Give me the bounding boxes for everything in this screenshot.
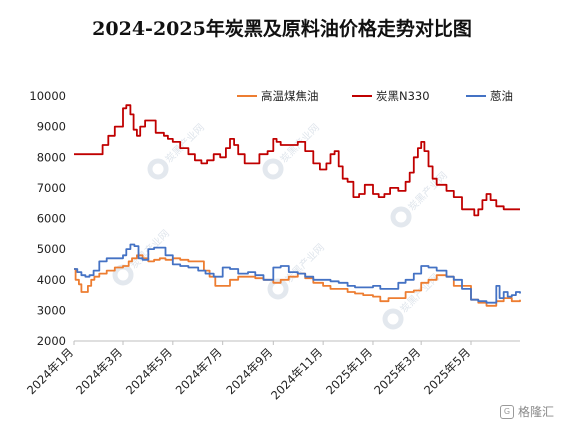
- x-tick-label: 2024年3月: [73, 345, 125, 397]
- y-tick-label: 2000: [37, 334, 66, 348]
- watermark-text: 炭黑产业网: [277, 121, 322, 166]
- y-tick-label: 5000: [37, 242, 66, 256]
- legend-label: 炭黑N330: [376, 89, 430, 103]
- gelonghui-logo-icon: G: [499, 404, 514, 419]
- watermark: 炭黑产业网: [262, 121, 322, 180]
- watermark-logo-icon: [390, 206, 412, 228]
- series-line-2: [74, 104, 520, 217]
- legend-label: 高温煤焦油: [261, 89, 319, 103]
- source-badge: G 格隆汇: [499, 403, 554, 420]
- x-tick-label: 2025年5月: [421, 345, 473, 397]
- watermark-logo-icon: [267, 278, 289, 300]
- x-tick-label: 2024年9月: [223, 345, 275, 397]
- legend-label: 蒽油: [490, 89, 513, 103]
- watermark-logo-icon: [382, 308, 404, 330]
- watermark: 炭黑产业网: [382, 271, 442, 330]
- watermark: 炭黑产业网: [267, 241, 327, 300]
- watermark: 炭黑产业网: [390, 169, 450, 228]
- y-tick-label: 9000: [37, 120, 66, 134]
- watermark-text: 炭黑产业网: [405, 169, 450, 214]
- watermark-text: 炭黑产业网: [397, 271, 442, 316]
- y-tick-label: 6000: [37, 212, 66, 226]
- x-tick-label: 2024年7月: [173, 345, 225, 397]
- y-tick-label: 4000: [37, 273, 66, 287]
- x-tick-label: 2025年1月: [323, 345, 375, 397]
- y-tick-label: 3000: [37, 303, 66, 317]
- watermark-logo-icon: [112, 264, 134, 286]
- source-badge-label: 格隆汇: [517, 405, 554, 419]
- watermark-text: 炭黑产业网: [162, 121, 207, 166]
- x-tick-label: 2024年5月: [123, 345, 175, 397]
- x-tick-label: 2024年11月: [268, 345, 325, 402]
- watermark-logo-icon: [262, 158, 284, 180]
- legend: 高温煤焦油 炭黑N330 蒽油: [237, 89, 513, 103]
- series-line-3: [74, 243, 521, 304]
- x-tick-label: 2025年3月: [371, 345, 423, 397]
- y-tick-label: 8000: [37, 150, 66, 164]
- x-axis: 2024年1月2024年3月2024年5月2024年7月2024年9月2024年…: [24, 340, 520, 402]
- y-tick-label: 10000: [29, 89, 66, 103]
- x-tick-label: 2024年1月: [24, 345, 76, 397]
- series-layer: [74, 104, 521, 307]
- watermark-logo-icon: [147, 158, 169, 180]
- y-tick-label: 7000: [37, 181, 66, 195]
- chart-title: 2024-2025年炭黑及原料油价格走势对比图: [92, 17, 472, 40]
- y-axis: 2000 3000 4000 5000 6000 7000 8000 9000 10000: [29, 89, 66, 348]
